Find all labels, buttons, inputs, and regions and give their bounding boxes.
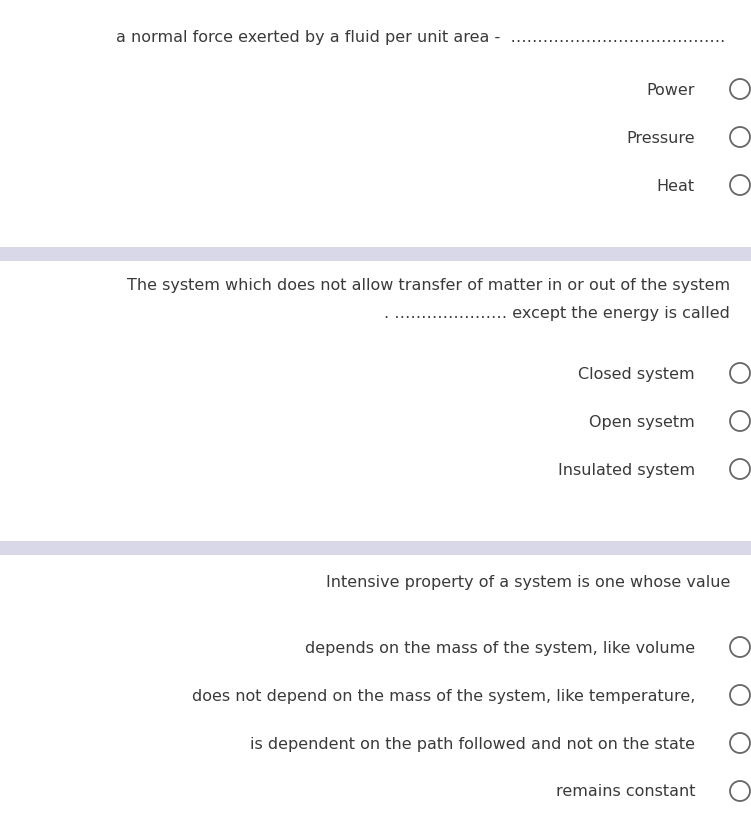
Text: remains constant: remains constant [556, 783, 695, 798]
Text: Open sysetm: Open sysetm [590, 414, 695, 429]
Bar [0, 247, 751, 262]
Text: . ………………… except the energy is called: . ………………… except the energy is called [384, 306, 730, 321]
Text: depends on the mass of the system, like volume: depends on the mass of the system, like … [305, 640, 695, 655]
Text: Heat: Heat [657, 178, 695, 193]
Text: Pressure: Pressure [626, 130, 695, 145]
Text: Intensive property of a system is one whose value: Intensive property of a system is one wh… [326, 574, 730, 589]
Text: does not depend on the mass of the system, like temperature,: does not depend on the mass of the syste… [192, 688, 695, 703]
Text: Power: Power [647, 83, 695, 97]
Bar [0, 542, 751, 555]
Text: Closed system: Closed system [578, 366, 695, 381]
Text: a normal force exerted by a fluid per unit area -  ………………………………….: a normal force exerted by a fluid per un… [116, 30, 725, 45]
Text: is dependent on the path followed and not on the state: is dependent on the path followed and no… [250, 736, 695, 751]
Text: The system which does not allow transfer of matter in or out of the system: The system which does not allow transfer… [127, 278, 730, 293]
Text: Insulated system: Insulated system [558, 462, 695, 477]
